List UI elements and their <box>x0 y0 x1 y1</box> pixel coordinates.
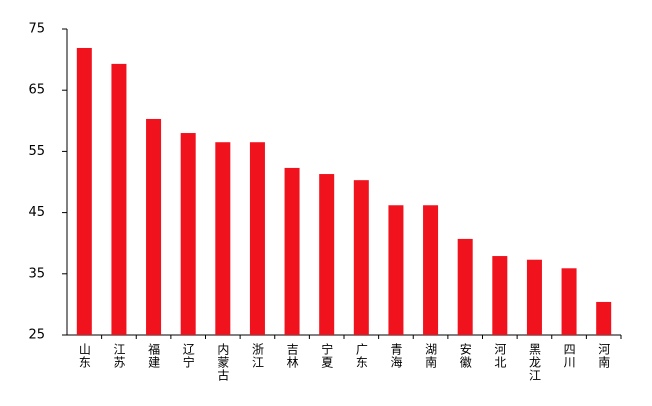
y-tick-label: 45 <box>28 205 45 220</box>
x-tick-label: 青海 <box>389 343 403 369</box>
x-tick-label: 安徽 <box>458 342 472 369</box>
y-tick-label: 55 <box>28 144 45 159</box>
x-tick-label: 辽宁 <box>181 343 195 369</box>
y-tick-label: 25 <box>28 328 45 343</box>
x-tick-label: 宁夏 <box>320 342 334 369</box>
bar <box>146 118 162 336</box>
bar <box>526 259 542 335</box>
y-tick-label: 35 <box>28 266 45 281</box>
bar <box>249 142 265 335</box>
x-tick-label: 黑龙江 <box>527 343 541 382</box>
x-tick-label: 四川 <box>562 343 576 369</box>
x-tick-label: 河南 <box>597 343 611 369</box>
bar <box>180 133 196 335</box>
bar <box>284 167 300 335</box>
x-tick-label: 内蒙古 <box>216 343 230 382</box>
bar <box>111 63 127 335</box>
x-tick-label: 广东 <box>354 343 368 369</box>
y-tick-label: 75 <box>28 22 45 37</box>
bar <box>319 174 335 335</box>
bar <box>457 238 473 335</box>
bar <box>596 301 612 335</box>
x-tick-label: 湖南 <box>424 342 438 369</box>
x-tick-label: 福建 <box>147 342 161 369</box>
bar <box>492 256 508 335</box>
x-tick-label: 河北 <box>493 343 507 369</box>
bar <box>423 205 439 335</box>
bar <box>215 142 231 335</box>
bar <box>353 180 369 335</box>
x-tick-label: 山东 <box>77 343 91 369</box>
x-tick-label: 江苏 <box>112 343 126 369</box>
bar <box>561 268 577 335</box>
x-tick-label: 吉林 <box>285 343 299 369</box>
bar <box>388 205 404 335</box>
x-tick-label: 浙江 <box>250 343 264 369</box>
bar <box>76 47 92 336</box>
y-tick-label: 65 <box>28 83 45 98</box>
